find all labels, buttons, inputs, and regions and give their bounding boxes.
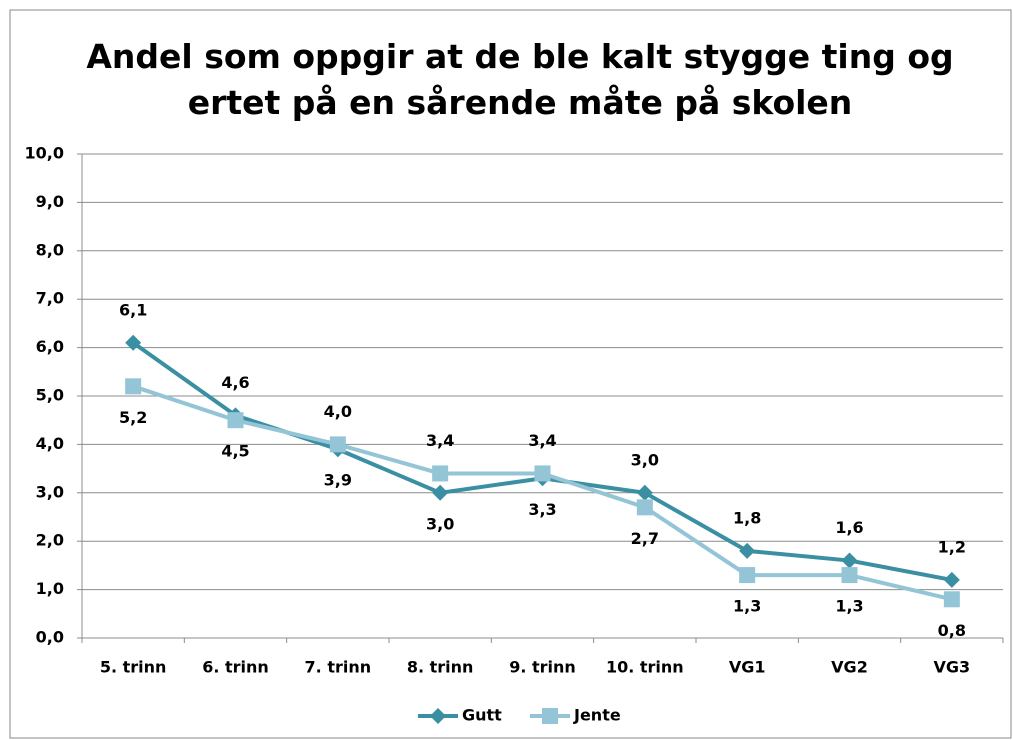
data-point [739,542,756,559]
data-label: 1,3 [835,597,863,616]
data-label: 3,3 [528,500,556,519]
data-label: 1,2 [938,537,966,556]
data-point [227,412,244,429]
y-tick-label: 1,0 [36,579,64,598]
data-label: 3,9 [324,471,352,490]
data-point [432,484,449,501]
x-tick-label: 8. trinn [407,658,474,677]
y-tick-label: 8,0 [36,240,64,259]
data-point [534,465,551,482]
x-tick-label: VG2 [831,658,868,677]
data-label: 6,1 [119,300,147,319]
data-point [329,436,346,453]
legend-label: Gutt [462,706,502,725]
data-point [943,591,960,608]
x-tick-label: 6. trinn [202,658,269,677]
x-tick-label: 10. trinn [606,658,684,677]
x-tick-label: 9. trinn [509,658,576,677]
data-label: 1,6 [835,518,863,537]
chart-title: Andel som oppgir at de ble kalt stygge t… [86,37,953,122]
x-tick-label: 7. trinn [305,658,372,677]
y-tick-label: 10,0 [25,144,64,163]
y-tick-label: 3,0 [36,482,64,501]
y-tick-label: 5,0 [36,386,64,405]
data-label: 1,8 [733,508,761,527]
data-label: 3,4 [528,431,556,450]
y-tick-label: 9,0 [36,192,64,211]
y-tick-label: 0,0 [36,628,64,647]
legend-label: Jente [573,706,621,725]
data-point [432,465,449,482]
data-label: 3,0 [631,450,659,469]
legend-marker [542,708,558,724]
data-label: 0,8 [938,621,966,640]
y-tick-label: 6,0 [36,337,64,356]
data-label: 4,5 [221,442,249,461]
data-point [739,567,756,584]
data-label: 1,3 [733,597,761,616]
data-label: 2,7 [631,529,659,548]
data-point [841,552,858,569]
x-tick-label: VG3 [934,658,971,677]
x-tick-label: 5. trinn [100,658,167,677]
data-point [125,378,142,395]
data-label: 3,4 [426,431,454,450]
legend-marker [430,708,446,724]
x-tick-label: VG1 [729,658,766,677]
data-label: 4,6 [221,373,249,392]
y-tick-label: 7,0 [36,289,64,308]
data-label: 4,0 [324,402,352,421]
data-point [636,484,653,501]
data-label: 3,0 [426,514,454,533]
data-point [943,571,960,588]
data-point [841,567,858,584]
y-tick-label: 4,0 [36,434,64,453]
data-label: 5,2 [119,408,147,427]
data-point [125,334,142,351]
y-tick-label: 2,0 [36,531,64,550]
data-point [636,499,653,516]
